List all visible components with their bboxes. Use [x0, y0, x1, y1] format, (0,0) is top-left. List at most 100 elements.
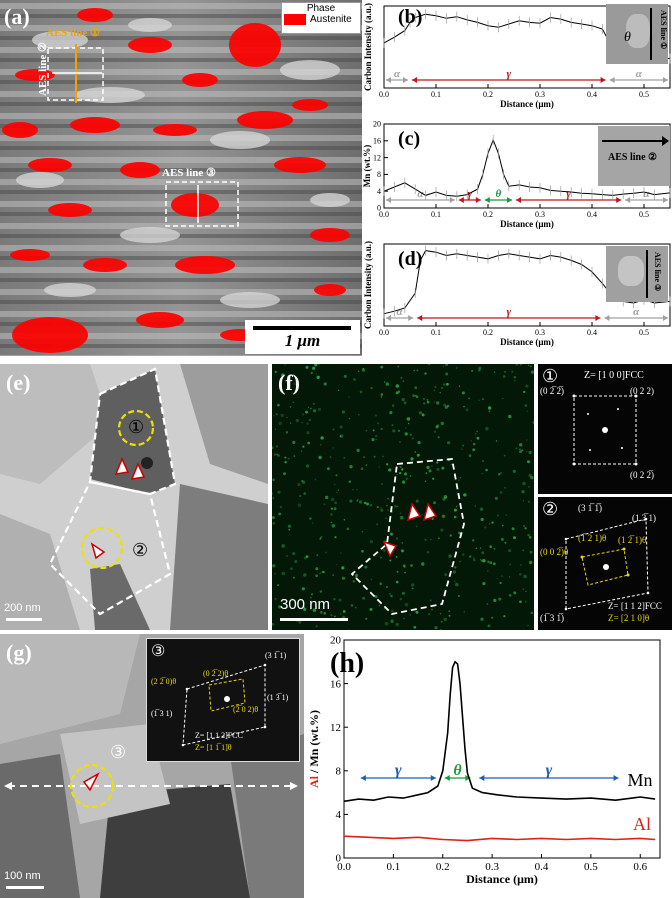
- plot-frame-h: [343, 639, 661, 859]
- phase-arrow-left-b-1: [412, 77, 417, 83]
- ytick-label-h-1: 4: [336, 809, 342, 821]
- phase-arrow-left-h-1: [444, 775, 450, 781]
- series-label-al: Al: [633, 814, 651, 834]
- saed2-spot-3: (1̅ 3 1̅): [540, 613, 564, 623]
- panel-e-tem: (e) ① ② 200 nm: [0, 364, 268, 630]
- saed-pattern-1: ① Z= [1 0 0]FCC (0 2̅ 2̅) (0 2 2) (0 2 2…: [538, 364, 672, 494]
- panel-c-label: (c): [398, 128, 421, 150]
- phase-label-b-1: γ: [507, 68, 512, 80]
- ytick-label-h-5: 20: [330, 635, 342, 647]
- scalebar-a-text: 1 μm: [284, 331, 321, 350]
- scalebar-g: [6, 886, 44, 889]
- saed2-spot-5: (1̅ 2 1)θ: [578, 533, 607, 543]
- scalebar-f: [280, 618, 348, 621]
- phase-label-c-2: θ: [496, 188, 502, 200]
- phase-label-h-0: γ: [395, 762, 402, 779]
- saed2-num: ②: [542, 499, 559, 519]
- saed2-spot-2: (1 3̅ 1): [632, 513, 656, 523]
- phase-label-c-3: γ: [566, 188, 571, 200]
- saed3-spot-3: (2̅ 0 2)θ: [233, 705, 259, 714]
- xtick-label-h-3: 0.3: [485, 861, 499, 873]
- phase-label-h-2: γ: [546, 762, 553, 779]
- arrowhead-f3: [382, 540, 398, 558]
- circle-1-label: ①: [128, 417, 145, 437]
- xtick-label-b-3: 0.3: [535, 90, 545, 99]
- panel-b-label: (b): [398, 6, 423, 28]
- chart-c: 0.0 0.1 0.2 0.3 0.4 0.5 0 4 8 12 16 20 Distance (μm)…: [362, 120, 671, 229]
- plot-frame-d: [383, 243, 671, 327]
- saed-aperture-3: [69, 763, 115, 809]
- legend-entry-austenite: Austenite: [310, 14, 352, 25]
- xtick-label-c-4: 0.4: [587, 210, 597, 219]
- inset-d-label: AES line ③: [653, 252, 662, 292]
- eds-grain-outline: [350, 458, 465, 615]
- inset-c-label: AES line ②: [608, 152, 657, 163]
- panel-g-label: (g): [6, 640, 32, 665]
- phase-label-b-0: α: [394, 68, 401, 80]
- phase-arrow-right-c-0: [449, 197, 455, 203]
- phase-arrow-left-b-2: [609, 77, 615, 83]
- series-line-h-0: [343, 660, 656, 803]
- xtick-label-h-6: 0.6: [633, 861, 647, 873]
- panel-a-ebsd-map: (a) AES line ① AES line ② AES line ③ Pha…: [0, 0, 362, 356]
- xtick-label-d-4: 0.4: [587, 328, 597, 337]
- saed1-spot-3: (0 2 2̅): [630, 470, 654, 480]
- phase-arrow-left-d-2: [604, 315, 610, 321]
- scalebar-e: [6, 618, 42, 621]
- ytick-label-c-4: 16: [373, 136, 381, 145]
- ytick-label-h-2: 8: [336, 765, 342, 777]
- phase-arrow-right-d-0: [408, 315, 414, 321]
- phase-arrow-left-b-0: [386, 77, 391, 83]
- phase-arrow-right-h-0: [430, 775, 436, 781]
- phase-arrow-right-c-4: [663, 197, 668, 203]
- phase-arrow-right-h-2: [613, 775, 619, 781]
- xtick-label-b-0: 0.0: [379, 90, 389, 99]
- phase-label-c-1: γ: [468, 188, 473, 200]
- scalebar-g-text: 100 nm: [4, 870, 41, 882]
- xtick-label-d-3: 0.3: [535, 328, 545, 337]
- saed-pattern-2: ② (3 1̅ 1̅) (1 3̅ 1) (1̅ 3 1̅) (0 0 2̅)θ…: [538, 497, 672, 630]
- chart-b: 0.0 0.1 0.2 0.3 0.4 0.5 Distance (μm) Carbon In…: [363, 3, 671, 109]
- scalebar-f-text: 300 nm: [280, 596, 331, 613]
- panel-f-eds-map: (f) 300 nm: [272, 364, 534, 630]
- xlabel-d: Distance (μm): [500, 337, 554, 347]
- panel-f-label: (f): [278, 370, 300, 395]
- inset-d-sem: AES line ③: [606, 246, 668, 302]
- xtick-label-h-0: 0.0: [337, 861, 351, 873]
- phase-arrow-left-d-0: [386, 315, 391, 321]
- ytick-label-h-3: 12: [330, 722, 341, 734]
- scalebar-e-text: 200 nm: [4, 602, 41, 614]
- xtick-label-b-2: 0.2: [483, 90, 493, 99]
- arrowhead-e1: [114, 457, 130, 475]
- grain-outline-2: [48, 480, 172, 616]
- xtick-label-c-0: 0.0: [379, 210, 389, 219]
- phase-arrow-right-b-0: [403, 77, 408, 83]
- xtick-label-d-1: 0.1: [431, 328, 441, 337]
- arrowhead-f1: [406, 502, 422, 522]
- series-label-mn: Mn: [627, 770, 652, 790]
- saed-pattern-3: ③ (2 2̅ 0)θ (0 2̅ 2)θ (2̅ 0 2)θ (3 1̅ 1)…: [146, 638, 300, 762]
- ylabel-part-h-0: Al: [307, 775, 321, 788]
- inset-c-sem: AES line ②: [598, 126, 670, 186]
- xlabel-b: Distance (μm): [500, 99, 554, 109]
- phase-arrow-right-c-2: [507, 197, 512, 203]
- xtick-label-c-2: 0.2: [483, 210, 493, 219]
- saed3-spot-6: (1̅ 3 1): [151, 709, 173, 718]
- aes-line-2-label: AES line ②: [37, 42, 49, 96]
- phase-label-b-2: α: [636, 68, 643, 80]
- phase-arrow-left-h-2: [479, 775, 485, 781]
- ylabel-c: Mn (wt.%): [362, 145, 372, 188]
- xtick-label-b-4: 0.4: [587, 90, 597, 99]
- saed2-zone-fcc: Z= [1 1 2]FCC: [608, 601, 662, 611]
- saed2-spot-4: (0 0 2̅)θ: [540, 547, 569, 557]
- saed3-num: ③: [151, 643, 166, 660]
- ytick-label-c-5: 20: [373, 120, 381, 129]
- xtick-label-c-3: 0.3: [535, 210, 545, 219]
- phase-arrow-right-c-3: [616, 197, 622, 203]
- plot-frame-c: [383, 123, 671, 209]
- phase-legend: Phase Austenite: [281, 2, 361, 34]
- xtick-label-h-5: 0.5: [584, 861, 598, 873]
- panel-h-label: (h): [330, 648, 365, 679]
- saed2-zone-theta: Z= [2 1 0]θ: [608, 613, 650, 623]
- inset-b-sem: θ AES line ①: [606, 4, 668, 64]
